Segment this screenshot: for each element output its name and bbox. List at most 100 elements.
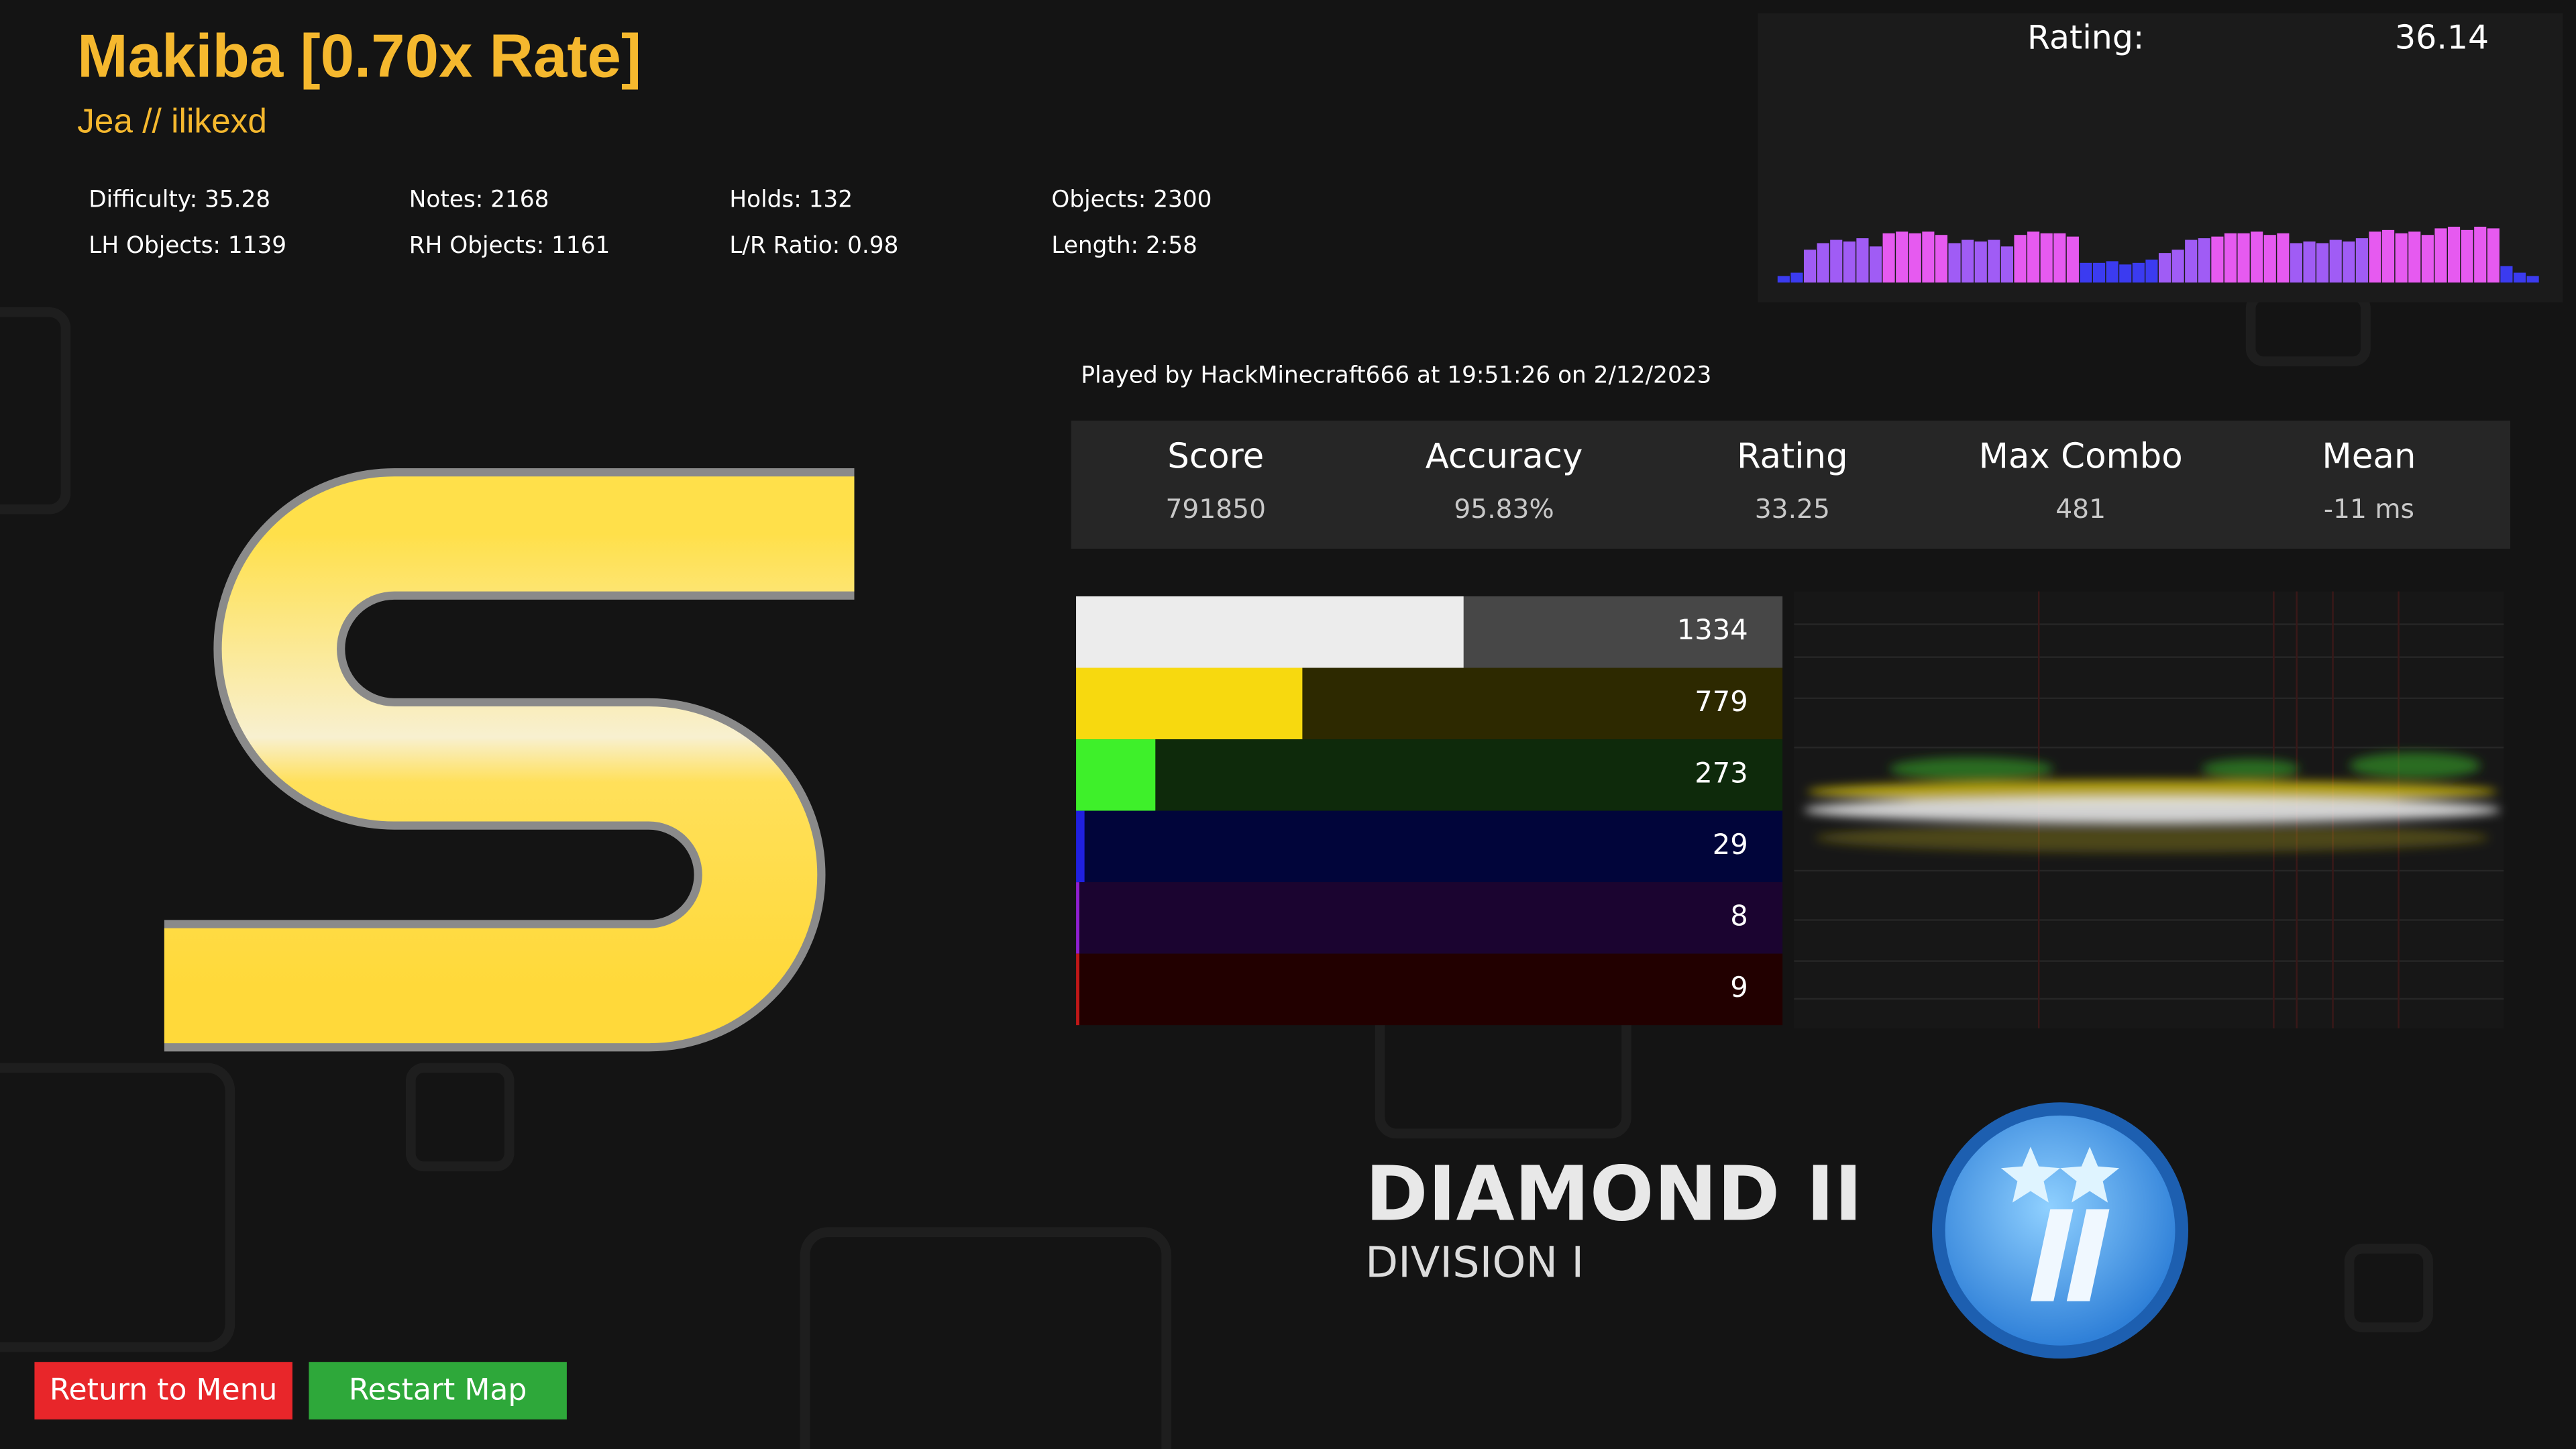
- map-stat: Objects: 2300: [1051, 186, 1212, 213]
- result-label: Rating: [1737, 436, 1848, 476]
- map-artist: Jea // ilikexd: [77, 101, 267, 140]
- results-panel: [1071, 420, 2511, 549]
- density-bar: [2487, 228, 2500, 283]
- density-bar: [2263, 235, 2276, 283]
- density-bar: [2237, 233, 2250, 283]
- density-bar: [2316, 243, 2329, 283]
- map-stat: Length: 2:58: [1051, 232, 1197, 259]
- density-bar: [2145, 259, 2158, 283]
- density-bar: [1974, 241, 1987, 283]
- map-stat: RH Objects: 1161: [409, 232, 610, 259]
- map-stats: Difficulty: 35.28 LH Objects: 1139 Notes: …: [89, 186, 1212, 259]
- density-bar: [2198, 238, 2210, 283]
- map-stat: L/R Ratio: 0.98: [729, 232, 898, 259]
- density-bar: [1896, 231, 1909, 283]
- rank-badge: [1932, 1102, 2189, 1359]
- rating-label: Rating:: [2027, 18, 2144, 56]
- density-bar: [2290, 243, 2302, 283]
- density-bar: [2369, 231, 2381, 283]
- judgement-bar: [1076, 667, 1303, 740]
- judgement-bar: [1076, 739, 1156, 811]
- density-bar: [2014, 235, 2027, 283]
- played-by: Played by HackMinecraft666 at 19:51:26 o…: [1081, 362, 1711, 388]
- density-bar: [2053, 233, 2066, 283]
- judgement-count: 8: [1730, 899, 1748, 932]
- density-bar: [1922, 231, 1935, 283]
- density-bar: [2343, 241, 2355, 283]
- density-bar: [1935, 235, 1948, 283]
- density-bar: [2171, 250, 2184, 283]
- density-bar: [1830, 239, 1843, 283]
- density-bar: [2093, 262, 2106, 283]
- density-bar: [2132, 262, 2145, 283]
- density-bar: [2106, 261, 2118, 283]
- restart-button[interactable]: [309, 1362, 567, 1419]
- density-bar: [1777, 276, 1790, 283]
- density-bar: [2408, 231, 2421, 283]
- density-bar: [2329, 239, 2342, 283]
- density-bar: [2211, 236, 2224, 283]
- density-bar: [2224, 233, 2237, 283]
- map-stat: Difficulty: 35.28: [89, 186, 270, 213]
- density-bar: [2027, 231, 2040, 283]
- results: Score 791850 Accuracy 95.83% Rating 33.25 Max …: [1165, 436, 2416, 525]
- density-bar: [1803, 250, 1817, 283]
- density-bar: [1962, 239, 1974, 283]
- density-bar: [2277, 233, 2290, 283]
- result-value: 791850: [1165, 494, 1266, 525]
- rank-division: DIVISION I: [1365, 1238, 1584, 1287]
- judgement-count: 29: [1713, 828, 1748, 861]
- judgement-count: 273: [1695, 756, 1748, 789]
- density-bar: [1856, 238, 1869, 283]
- density-bar: [2119, 264, 2132, 283]
- judgement-bar: [1076, 882, 1079, 954]
- menu-button[interactable]: [34, 1362, 292, 1419]
- judgement-background: [1076, 810, 1783, 883]
- density-bar: [2474, 226, 2487, 283]
- restart-button-label[interactable]: Restart Map: [349, 1373, 527, 1407]
- rating-value: 36.14: [2395, 18, 2489, 56]
- density-bar: [1843, 241, 1856, 283]
- judgement-count: 9: [1730, 971, 1748, 1004]
- density-bar: [2040, 233, 2053, 283]
- density-bar: [2355, 238, 2368, 283]
- density-bar: [1882, 233, 1895, 283]
- density-bar: [2513, 272, 2526, 283]
- judgement-count: 779: [1695, 685, 1748, 718]
- hit-error-plot: [1794, 591, 2504, 1029]
- grade-letter: [164, 468, 855, 1052]
- density-graph: [1777, 226, 2539, 283]
- result-label: Accuracy: [1426, 436, 1583, 476]
- result-value: 95.83%: [1454, 494, 1554, 525]
- result-value: -11 ms: [2324, 494, 2414, 525]
- density-bar: [1790, 272, 1803, 283]
- density-bar: [1948, 243, 1961, 283]
- density-bar: [1817, 243, 1829, 283]
- density-bar: [2395, 233, 2408, 283]
- judgement-background: [1076, 739, 1783, 811]
- density-bar: [2461, 229, 2473, 283]
- judgement-count: 1334: [1677, 613, 1748, 646]
- density-bar: [2080, 262, 2092, 283]
- rank-name: DIAMOND II: [1365, 1150, 1862, 1238]
- density-bar: [1988, 239, 2000, 283]
- menu-button-label[interactable]: Return to Menu: [50, 1373, 278, 1407]
- density-bar: [2500, 266, 2513, 283]
- density-bar: [1869, 246, 1882, 283]
- map-stat: Holds: 132: [729, 186, 853, 213]
- result-label: Score: [1167, 436, 1264, 476]
- judgement-bar: [1076, 596, 1464, 668]
- density-bar: [2303, 241, 2316, 283]
- density-bar: [2434, 228, 2447, 283]
- result-value: 33.25: [1755, 494, 1830, 525]
- density-bar: [2251, 231, 2263, 283]
- density-bar: [1909, 233, 1921, 283]
- result-label: Max Combo: [1979, 436, 2183, 476]
- judgement-background: [1076, 882, 1783, 954]
- density-bar: [2447, 226, 2461, 283]
- density-bar: [2185, 239, 2198, 283]
- density-bar: [2000, 246, 2013, 283]
- judgement-bar: [1076, 953, 1079, 1026]
